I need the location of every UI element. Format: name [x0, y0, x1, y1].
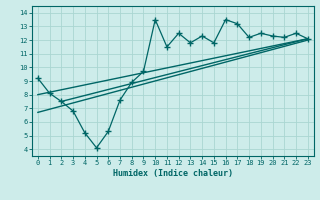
X-axis label: Humidex (Indice chaleur): Humidex (Indice chaleur): [113, 169, 233, 178]
